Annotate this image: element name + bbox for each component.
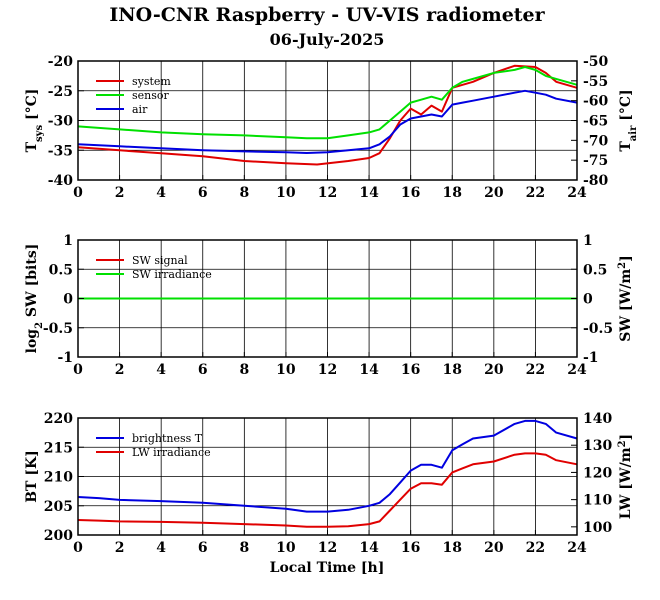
panel1-x-tick-label: 4: [156, 185, 166, 201]
panel1-x-tick-label: 6: [198, 185, 208, 201]
panel1-x-tick-label: 14: [359, 185, 379, 201]
panel3-left-tick-label: 200: [44, 528, 73, 544]
panel2-right-tick-label: -0.5: [583, 321, 613, 337]
panel1-legend-label: sensor: [132, 89, 170, 102]
panel1-x-tick-label: 10: [276, 185, 296, 201]
panel2-x-tick-label: 18: [443, 362, 462, 378]
panel3-left-axis-label: BT [K]: [24, 450, 40, 503]
panel3-right-tick-label: 100: [583, 520, 612, 536]
panel2-x-tick-label: 2: [115, 362, 125, 378]
panel1-x-tick-label: 16: [401, 185, 420, 201]
panel3-left-tick-label: 205: [44, 499, 73, 515]
panel1-x-tick-label: 2: [115, 185, 125, 201]
panel3-legend-label: brightness T: [132, 432, 203, 445]
panel2-left-tick-label: 0: [63, 292, 73, 308]
panel3-x-tick-label: 0: [73, 540, 83, 556]
panel3-right-tick-label: 140: [583, 411, 612, 427]
panel3-left-tick-label: 220: [44, 411, 73, 427]
panel3-legend-label: LW irradiance: [132, 446, 211, 459]
panel1-x-tick-label: 12: [318, 185, 337, 201]
panel2-legend-label: SW irradiance: [132, 268, 212, 281]
panel1-left-tick-label: -25: [48, 84, 73, 100]
panel2-x-tick-label: 22: [526, 362, 545, 378]
panel3-x-tick-label: 8: [239, 540, 249, 556]
panel2-left-tick-label: 0.5: [49, 262, 73, 278]
panel2-right-tick-label: -1: [583, 350, 599, 366]
panel1-series-line-1: [77, 64, 578, 166]
panel3-left-tick-label: 210: [44, 470, 73, 486]
panel3-right-tick-label: 120: [583, 465, 612, 481]
panel2-x-tick-label: 10: [276, 362, 296, 378]
panel1-left-tick-label: -40: [48, 173, 74, 189]
panel3-x-tick-label: 12: [318, 540, 337, 556]
panel2-x-tick-label: 14: [359, 362, 379, 378]
panel2-x-tick-label: 16: [401, 362, 420, 378]
panel3-x-tick-label: 20: [484, 540, 504, 556]
panel1-x-tick-label: 0: [73, 185, 83, 201]
panel1-right-axis-label: Tair [°C]: [618, 89, 639, 151]
panel3-x-tick-label: 10: [276, 540, 296, 556]
panel1-left-tick-label: -20: [48, 54, 74, 70]
panel2-x-tick-label: 4: [156, 362, 166, 378]
panel1-right-tick-label: -50: [583, 54, 609, 70]
panel1-legend-label: air: [132, 103, 148, 116]
panel2-x-tick-label: 6: [198, 362, 208, 378]
panel2-left-tick-label: 1: [63, 233, 73, 249]
panel1-right-tick-label: -75: [583, 153, 608, 169]
panel1-left-tick-label: -30: [48, 114, 74, 130]
panel1-x-tick-label: 20: [484, 185, 504, 201]
panel1-left-tick-label: -35: [48, 143, 73, 159]
panel2-left-tick-label: -0.5: [43, 321, 73, 337]
panel1-left-axis-label: Tsys [°C]: [24, 89, 45, 153]
panel2-right-tick-label: 0.5: [583, 262, 607, 278]
panel3-series-line-2: [77, 452, 578, 528]
panel2-x-tick-label: 8: [239, 362, 249, 378]
panel1-right-tick-label: -60: [583, 94, 609, 110]
panel3-x-tick-label: 18: [443, 540, 462, 556]
panel1-x-tick-label: 22: [526, 185, 545, 201]
panel3-left-tick-label: 215: [44, 440, 73, 456]
panel1-series-line-2: [77, 66, 578, 140]
panel1-right-tick-label: -65: [583, 114, 608, 130]
panel3-x-tick-label: 16: [401, 540, 420, 556]
figure-title: INO-CNR Raspberry - UV-VIS radiometer: [109, 4, 545, 26]
panel2-x-tick-label: 12: [318, 362, 337, 378]
panel1-right-tick-label: -70: [583, 133, 609, 149]
panel2-left-axis-label: log2 SW [bits]: [24, 244, 45, 354]
panel1-x-tick-label: 8: [239, 185, 249, 201]
panel3-x-tick-label: 24: [567, 540, 587, 556]
panel3-x-tick-label: 6: [198, 540, 208, 556]
panel1-series-line-3: [77, 89, 578, 154]
panel1-right-tick-label: -55: [583, 74, 608, 90]
panel2-legend-label: SW signal: [132, 254, 188, 267]
panel1-x-tick-label: 18: [443, 185, 462, 201]
panel2-right-tick-label: 0: [583, 292, 593, 308]
panel2-right-tick-label: 1: [583, 233, 593, 249]
x-axis-label: Local Time [h]: [270, 560, 385, 576]
panel3-right-tick-label: 130: [583, 438, 612, 454]
panel3-right-axis-label: LW [W/m2]: [617, 434, 635, 519]
panel2-x-tick-label: 20: [484, 362, 504, 378]
panel1-right-tick-label: -80: [583, 173, 609, 189]
figure-date: 06-July-2025: [270, 30, 385, 49]
panel2-right-axis-label: SW [W/m2]: [617, 255, 635, 342]
panel1-x-tick-label: 24: [567, 185, 587, 201]
panel3-x-tick-label: 14: [359, 540, 379, 556]
panel2-left-tick-label: -1: [57, 350, 73, 366]
panel3-x-tick-label: 22: [526, 540, 545, 556]
panel3-x-tick-label: 4: [156, 540, 166, 556]
panel2-x-tick-label: 0: [73, 362, 83, 378]
panel3-x-tick-label: 2: [115, 540, 125, 556]
panel1-legend-label: system: [132, 75, 171, 88]
panel3-right-tick-label: 110: [583, 493, 612, 509]
panel2-x-tick-label: 24: [567, 362, 587, 378]
panel3-series-line-1: [77, 419, 578, 513]
